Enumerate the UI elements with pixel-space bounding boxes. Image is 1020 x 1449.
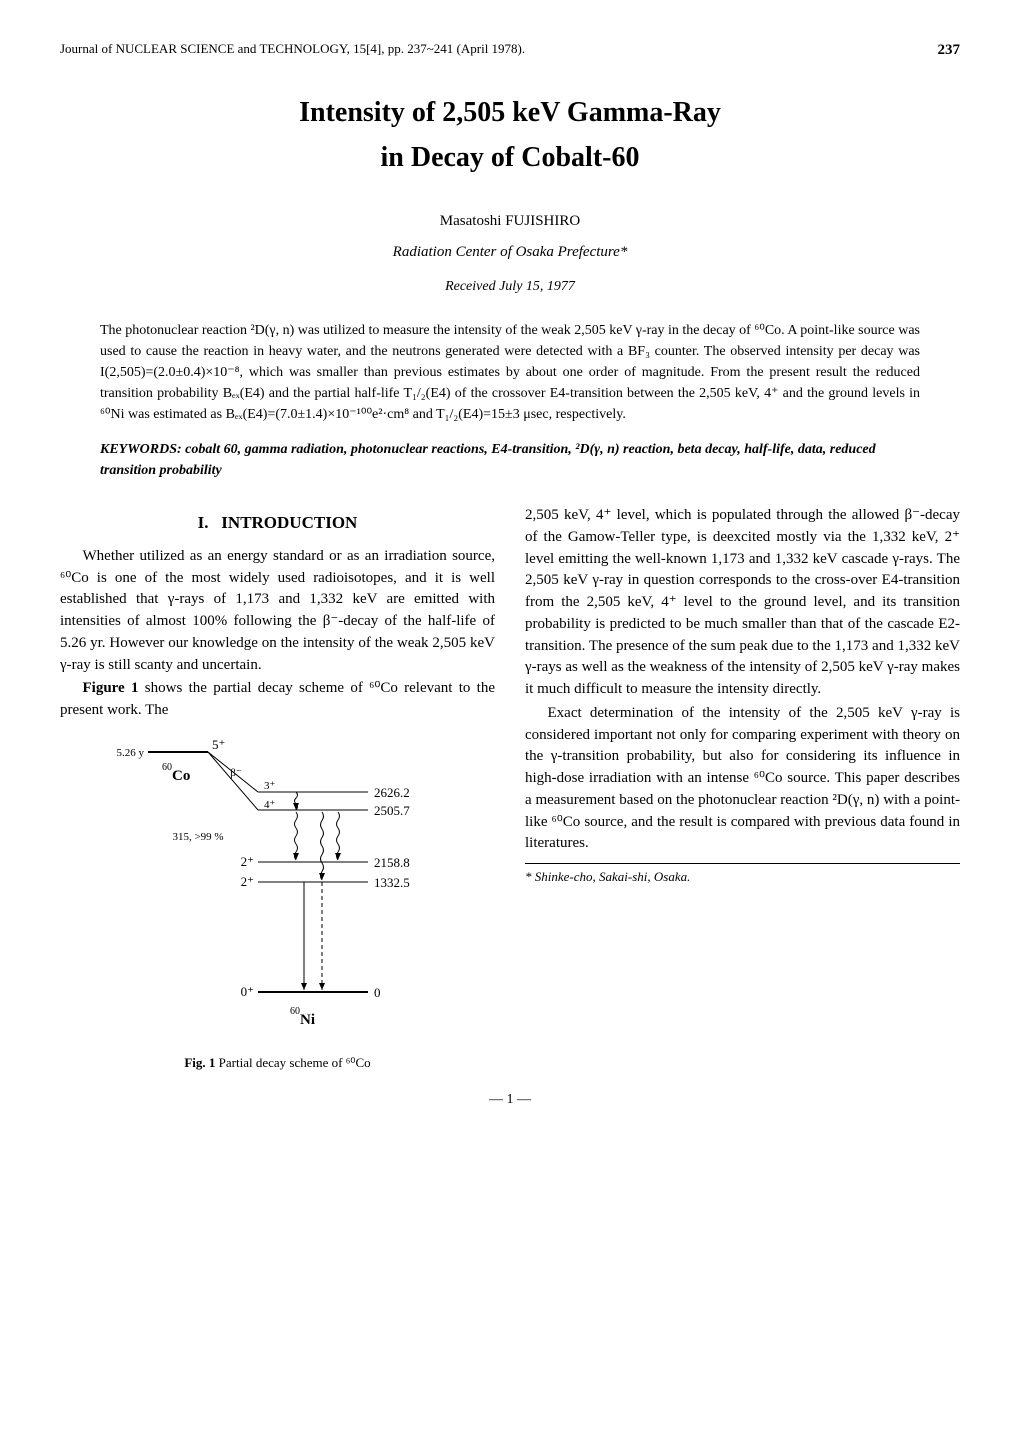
right-paragraph-1: 2,505 keV, 4⁺ level, which is populated …	[525, 505, 960, 701]
journal-citation: Journal of NUCLEAR SCIENCE and TECHNOLOG…	[60, 40, 525, 61]
svg-text:1332.5: 1332.5	[374, 875, 410, 890]
affiliation: Radiation Center of Osaka Prefecture*	[60, 242, 960, 263]
svg-text:4⁺: 4⁺	[264, 799, 276, 811]
section-title: INTRODUCTION	[221, 513, 357, 532]
body-columns: I. INTRODUCTION Whether utilized as an e…	[60, 505, 960, 1072]
left-column: I. INTRODUCTION Whether utilized as an e…	[60, 505, 495, 1072]
svg-text:5.26 y: 5.26 y	[116, 747, 144, 759]
title-line-1: Intensity of 2,505 keV Gamma-Ray	[299, 97, 721, 128]
svg-text:2⁺: 2⁺	[240, 874, 253, 889]
svg-text:2505.7: 2505.7	[374, 803, 410, 818]
page-title: Intensity of 2,505 keV Gamma-Ray in Deca…	[60, 91, 960, 181]
intro-paragraph-2: Figure 1 shows the partial decay scheme …	[60, 678, 495, 722]
svg-text:β⁻: β⁻	[230, 767, 242, 779]
figure-caption: Fig. 1 Partial decay scheme of ⁶⁰Co	[60, 1054, 495, 1073]
abstract: The photonuclear reaction ²D(γ, n) was u…	[100, 320, 920, 425]
decay-scheme-diagram: 5.26 y5⁺60Coβ⁻3⁺4⁺315, >99 %2626.22505.7…	[108, 732, 448, 1042]
svg-text:Co: Co	[172, 768, 190, 784]
right-paragraph-2: Exact determination of the intensity of …	[525, 703, 960, 855]
received-date: Received July 15, 1977	[60, 277, 960, 297]
author: Masatoshi FUJISHIRO	[60, 211, 960, 232]
page-footer: — 1 —	[60, 1090, 960, 1110]
svg-text:0⁺: 0⁺	[240, 984, 253, 999]
svg-text:0: 0	[374, 985, 381, 1000]
keywords: KEYWORDS: cobalt 60, gamma radiation, ph…	[100, 439, 920, 481]
page-header: Journal of NUCLEAR SCIENCE and TECHNOLOG…	[60, 40, 960, 61]
fig-caption-text: Partial decay scheme of ⁶⁰Co	[215, 1055, 370, 1070]
svg-text:3⁺: 3⁺	[264, 780, 276, 792]
footnote-rule	[525, 863, 960, 864]
svg-text:315, >99 %: 315, >99 %	[172, 831, 223, 843]
svg-text:60: 60	[162, 762, 172, 773]
title-line-2: in Decay of Cobalt-60	[381, 142, 640, 173]
section-heading: I. INTRODUCTION	[60, 511, 495, 536]
fig-label: Fig. 1	[184, 1055, 215, 1070]
svg-text:2158.8: 2158.8	[374, 855, 410, 870]
figure-ref: Figure 1	[83, 680, 139, 696]
page-number: 237	[938, 40, 961, 61]
svg-text:Ni: Ni	[300, 1012, 315, 1028]
intro-paragraph-1: Whether utilized as an energy standard o…	[60, 546, 495, 677]
figure-1: 5.26 y5⁺60Coβ⁻3⁺4⁺315, >99 %2626.22505.7…	[60, 732, 495, 1073]
section-number: I.	[198, 513, 209, 532]
svg-text:5⁺: 5⁺	[212, 737, 225, 752]
svg-text:2626.2: 2626.2	[374, 785, 410, 800]
svg-text:2⁺: 2⁺	[240, 854, 253, 869]
footnote: * Shinke-cho, Sakai-shi, Osaka.	[525, 868, 960, 887]
right-column: 2,505 keV, 4⁺ level, which is populated …	[525, 505, 960, 1072]
svg-text:60: 60	[290, 1006, 300, 1017]
